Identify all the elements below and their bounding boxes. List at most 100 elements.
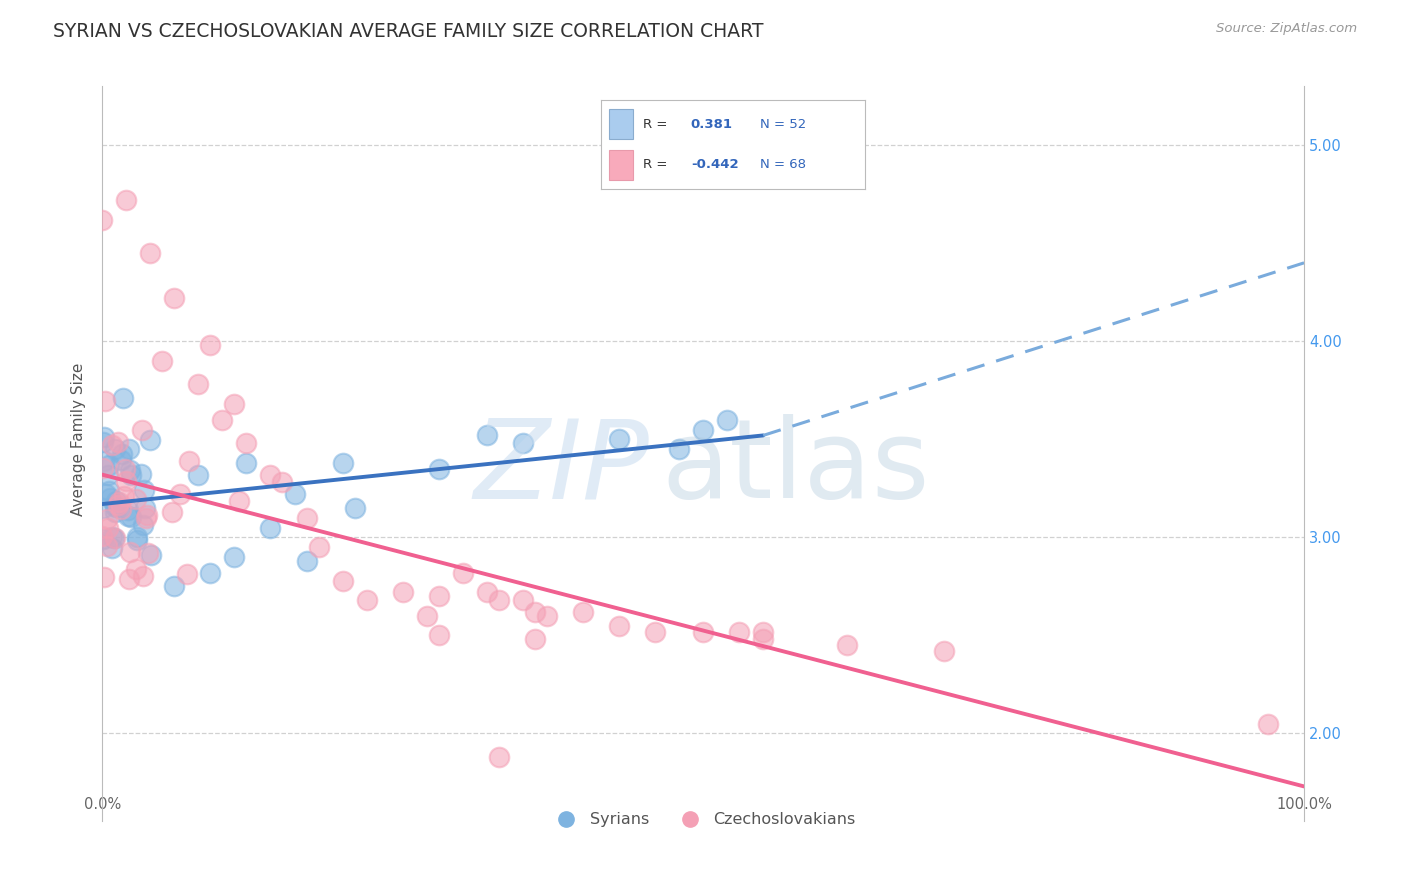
Point xyxy=(127,530,149,544)
Point xyxy=(115,193,138,207)
Point xyxy=(259,520,281,534)
Point xyxy=(752,632,775,647)
Point xyxy=(271,475,294,490)
Point xyxy=(136,546,159,560)
Point xyxy=(118,545,141,559)
Point xyxy=(150,354,173,368)
Point xyxy=(356,593,378,607)
Point xyxy=(163,291,186,305)
Point xyxy=(114,461,136,475)
Point xyxy=(94,487,117,501)
Point xyxy=(110,452,132,467)
Point xyxy=(134,501,156,516)
Point xyxy=(112,490,135,504)
Point xyxy=(475,585,498,599)
Point xyxy=(932,644,955,658)
Point xyxy=(211,413,233,427)
Point xyxy=(692,423,714,437)
Point xyxy=(112,392,135,406)
Point xyxy=(107,495,129,509)
Point xyxy=(668,442,690,457)
Point xyxy=(536,608,558,623)
Point xyxy=(104,494,127,508)
Y-axis label: Average Family Size: Average Family Size xyxy=(72,363,86,516)
Point xyxy=(124,562,146,576)
Point xyxy=(118,573,141,587)
Point xyxy=(523,605,546,619)
Point xyxy=(200,566,222,580)
Point xyxy=(111,447,134,461)
Point xyxy=(160,505,183,519)
Point xyxy=(475,428,498,442)
Point xyxy=(104,504,127,518)
Point xyxy=(728,624,751,639)
Point xyxy=(104,500,127,514)
Point xyxy=(200,338,222,352)
Point xyxy=(104,532,127,546)
Point xyxy=(103,532,125,546)
Point xyxy=(117,502,139,516)
Point xyxy=(120,467,142,482)
Point xyxy=(91,460,114,475)
Point xyxy=(512,593,534,607)
Point xyxy=(132,483,155,497)
Point xyxy=(110,502,132,516)
Point xyxy=(132,569,155,583)
Point xyxy=(93,393,115,408)
Text: SYRIAN VS CZECHOSLOVAKIAN AVERAGE FAMILY SIZE CORRELATION CHART: SYRIAN VS CZECHOSLOVAKIAN AVERAGE FAMILY… xyxy=(53,22,763,41)
Point xyxy=(692,624,714,639)
Point xyxy=(98,491,121,505)
Point xyxy=(97,521,120,535)
Legend: Syrians, Czechoslovakians: Syrians, Czechoslovakians xyxy=(544,806,862,834)
Point xyxy=(308,540,330,554)
Point xyxy=(427,462,450,476)
Point xyxy=(224,549,246,564)
Point xyxy=(235,456,257,470)
Point xyxy=(101,541,124,555)
Point xyxy=(141,548,163,562)
Point xyxy=(129,467,152,481)
Point xyxy=(139,246,162,260)
Point xyxy=(1257,716,1279,731)
Point xyxy=(283,487,305,501)
Point xyxy=(488,750,510,764)
Point xyxy=(91,532,114,546)
Point xyxy=(138,433,160,447)
Point xyxy=(117,508,139,523)
Point xyxy=(114,474,136,488)
Point xyxy=(235,436,257,450)
Point xyxy=(259,467,281,482)
Point xyxy=(644,624,666,639)
Point xyxy=(427,628,450,642)
Point xyxy=(107,435,129,450)
Point xyxy=(523,632,546,647)
Point xyxy=(96,512,118,526)
Point xyxy=(572,605,595,619)
Point xyxy=(107,498,129,512)
Point xyxy=(91,529,114,543)
Point xyxy=(97,483,120,498)
Point xyxy=(716,413,738,427)
Point xyxy=(131,518,153,533)
Point xyxy=(118,442,141,456)
Point xyxy=(163,579,186,593)
Text: atlas: atlas xyxy=(661,414,929,521)
Point xyxy=(91,500,114,515)
Point xyxy=(391,585,413,599)
Point xyxy=(169,487,191,501)
Point xyxy=(100,530,122,544)
Point xyxy=(93,570,115,584)
Point xyxy=(607,618,630,632)
Point xyxy=(295,510,318,524)
Point xyxy=(136,508,159,523)
Point xyxy=(120,509,142,524)
Point xyxy=(176,567,198,582)
Point xyxy=(295,554,318,568)
Point xyxy=(125,491,148,506)
Point xyxy=(177,454,200,468)
Point xyxy=(332,574,354,588)
Point xyxy=(125,533,148,547)
Point xyxy=(97,467,120,482)
Point xyxy=(96,539,118,553)
Point xyxy=(837,638,859,652)
